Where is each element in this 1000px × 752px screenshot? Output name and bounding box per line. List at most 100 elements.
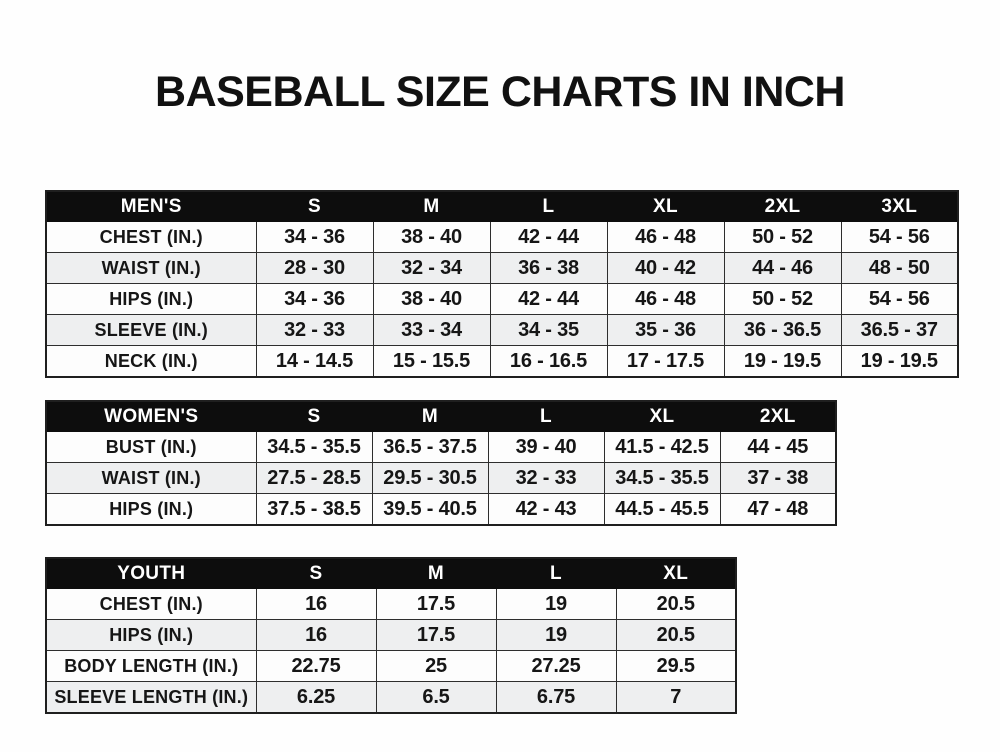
mens-size-column-header: S	[255, 190, 374, 222]
size-cell: 41.5 - 42.5	[603, 431, 721, 463]
row-label: NECK (IN.)	[45, 345, 257, 378]
row-label: HIPS (IN.)	[45, 283, 257, 315]
mens-size-column-header: 3XL	[840, 190, 959, 222]
table-row: CHEST (IN.) 16 17.5 19 20.5	[45, 588, 737, 620]
youth-size-table: YOUTH S M L XL CHEST (IN.) 16 17.5 19 20.5 HIPS (I…	[45, 557, 737, 714]
size-cell: 54 - 56	[840, 283, 959, 315]
size-cell: 44.5 - 45.5	[603, 493, 721, 526]
size-cell: 44 - 45	[719, 431, 837, 463]
size-cell: 20.5	[615, 588, 737, 620]
page-title: BASEBALL SIZE CHARTS IN INCH	[155, 68, 845, 116]
size-cell: 17.5	[375, 619, 497, 651]
mens-size-table: MEN'S S M L XL 2XL 3XL CHEST (IN.) 34 - 36 38 - 4…	[45, 190, 959, 378]
mens-size-column-header: 2XL	[723, 190, 842, 222]
mens-size-column-header: L	[489, 190, 608, 222]
size-cell: 42 - 44	[489, 221, 608, 253]
youth-size-column-header: L	[495, 557, 617, 589]
row-label: SLEEVE LENGTH (IN.)	[45, 681, 257, 714]
womens-size-column-header: S	[255, 400, 373, 432]
row-label: WAIST (IN.)	[45, 252, 257, 284]
table-row: NECK (IN.) 14 - 14.5 15 - 15.5 16 - 16.5 17 …	[45, 345, 959, 378]
row-label: BUST (IN.)	[45, 431, 257, 463]
womens-size-table: WOMEN'S S M L XL 2XL BUST (IN.) 34.5 - 35.5 36.5…	[45, 400, 837, 526]
size-cell: 34.5 - 35.5	[255, 431, 373, 463]
size-cell: 36 - 36.5	[723, 314, 842, 346]
size-cell: 16 - 16.5	[489, 345, 608, 378]
table-row: WAIST (IN.) 28 - 30 32 - 34 36 - 38 40 - 42 4…	[45, 252, 959, 284]
size-cell: 6.25	[255, 681, 377, 714]
size-cell: 50 - 52	[723, 283, 842, 315]
size-cell: 36.5 - 37	[840, 314, 959, 346]
size-cell: 32 - 33	[255, 314, 374, 346]
size-cell: 14 - 14.5	[255, 345, 374, 378]
size-cell: 42 - 43	[487, 493, 605, 526]
size-cell: 37.5 - 38.5	[255, 493, 373, 526]
womens-size-column-header: L	[487, 400, 605, 432]
size-cell: 42 - 44	[489, 283, 608, 315]
row-label: CHEST (IN.)	[45, 221, 257, 253]
size-cell: 36.5 - 37.5	[371, 431, 489, 463]
table-row: WAIST (IN.) 27.5 - 28.5 29.5 - 30.5 32 - 33…	[45, 462, 837, 494]
womens-size-column-header: XL	[603, 400, 721, 432]
youth-header-row: YOUTH S M L XL	[45, 557, 737, 589]
mens-size-column-header: M	[372, 190, 491, 222]
table-row: HIPS (IN.) 34 - 36 38 - 40 42 - 44 46 - 48 50…	[45, 283, 959, 315]
size-cell: 6.5	[375, 681, 497, 714]
size-cell: 17.5	[375, 588, 497, 620]
size-cell: 19	[495, 588, 617, 620]
table-row: BODY LENGTH (IN.) 22.75 25 27.25 29.5	[45, 650, 737, 682]
size-cell: 34 - 36	[255, 221, 374, 253]
mens-size-column-header: XL	[606, 190, 725, 222]
size-cell: 6.75	[495, 681, 617, 714]
size-cell: 29.5 - 30.5	[371, 462, 489, 494]
size-cell: 34 - 36	[255, 283, 374, 315]
size-cell: 16	[255, 619, 377, 651]
youth-size-column-header: S	[255, 557, 377, 589]
size-cell: 19 - 19.5	[723, 345, 842, 378]
size-cell: 28 - 30	[255, 252, 374, 284]
size-cell: 29.5	[615, 650, 737, 682]
size-cell: 48 - 50	[840, 252, 959, 284]
size-cell: 20.5	[615, 619, 737, 651]
size-cell: 54 - 56	[840, 221, 959, 253]
mens-header-row: MEN'S S M L XL 2XL 3XL	[45, 190, 959, 222]
size-cell: 34.5 - 35.5	[603, 462, 721, 494]
youth-section-title: YOUTH	[45, 557, 257, 589]
size-cell: 44 - 46	[723, 252, 842, 284]
row-label: CHEST (IN.)	[45, 588, 257, 620]
row-label: HIPS (IN.)	[45, 619, 257, 651]
size-cell: 27.25	[495, 650, 617, 682]
size-cell: 22.75	[255, 650, 377, 682]
table-row: BUST (IN.) 34.5 - 35.5 36.5 - 37.5 39 - 40 4…	[45, 431, 837, 463]
size-cell: 7	[615, 681, 737, 714]
size-cell: 19	[495, 619, 617, 651]
size-cell: 25	[375, 650, 497, 682]
womens-header-row: WOMEN'S S M L XL 2XL	[45, 400, 837, 432]
table-row: SLEEVE (IN.) 32 - 33 33 - 34 34 - 35 35 - 36…	[45, 314, 959, 346]
size-cell: 32 - 34	[372, 252, 491, 284]
size-cell: 16	[255, 588, 377, 620]
size-cell: 50 - 52	[723, 221, 842, 253]
table-row: HIPS (IN.) 16 17.5 19 20.5	[45, 619, 737, 651]
size-cell: 15 - 15.5	[372, 345, 491, 378]
size-cell: 32 - 33	[487, 462, 605, 494]
row-label: BODY LENGTH (IN.)	[45, 650, 257, 682]
womens-size-column-header: 2XL	[719, 400, 837, 432]
womens-size-column-header: M	[371, 400, 489, 432]
size-cell: 39.5 - 40.5	[371, 493, 489, 526]
row-label: WAIST (IN.)	[45, 462, 257, 494]
size-cell: 39 - 40	[487, 431, 605, 463]
size-cell: 38 - 40	[372, 283, 491, 315]
size-cell: 36 - 38	[489, 252, 608, 284]
size-cell: 38 - 40	[372, 221, 491, 253]
table-row: CHEST (IN.) 34 - 36 38 - 40 42 - 44 46 - 48 5…	[45, 221, 959, 253]
size-cell: 47 - 48	[719, 493, 837, 526]
youth-size-column-header: XL	[615, 557, 737, 589]
size-cell: 17 - 17.5	[606, 345, 725, 378]
row-label: HIPS (IN.)	[45, 493, 257, 526]
table-row: HIPS (IN.) 37.5 - 38.5 39.5 - 40.5 42 - 43 4…	[45, 493, 837, 526]
size-cell: 35 - 36	[606, 314, 725, 346]
mens-section-title: MEN'S	[45, 190, 257, 222]
womens-section-title: WOMEN'S	[45, 400, 257, 432]
